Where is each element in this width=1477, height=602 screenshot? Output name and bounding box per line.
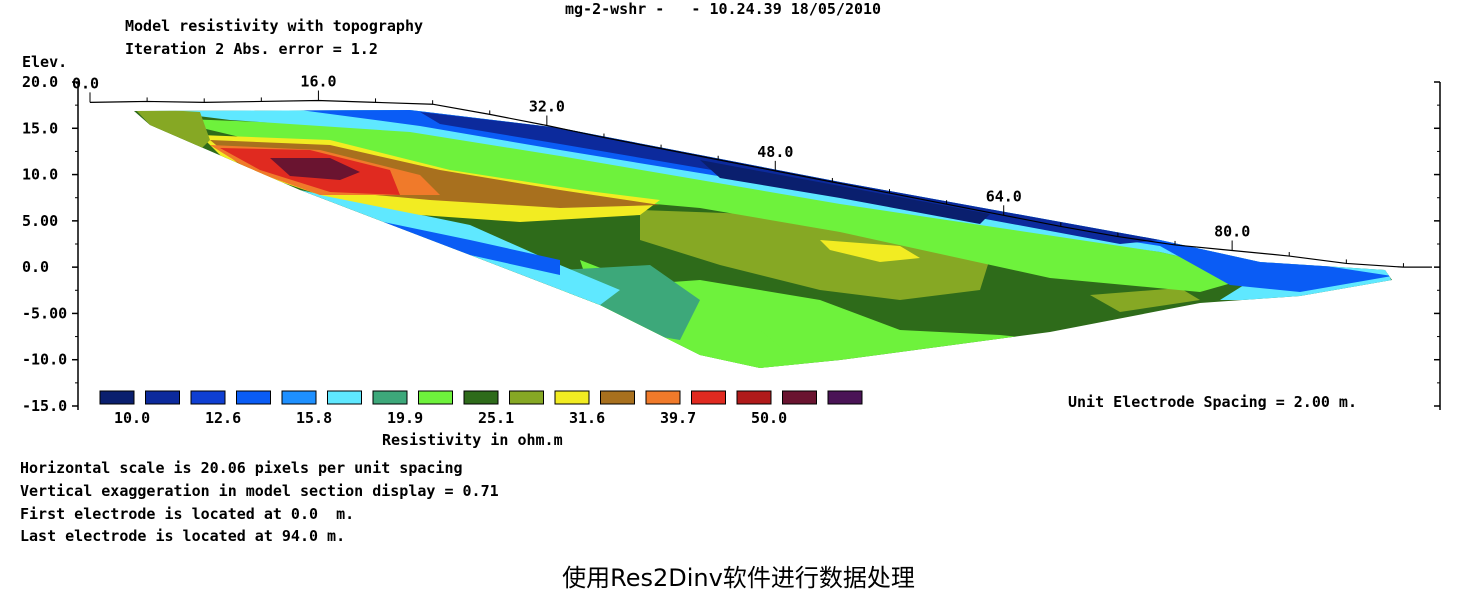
legend-label: 10.0 <box>114 409 150 427</box>
y-tick-label: -10.0 <box>22 351 67 369</box>
unit-electrode-spacing: Unit Electrode Spacing = 2.00 m. <box>1068 393 1357 411</box>
y-tick-label: -15.0 <box>22 397 67 415</box>
legend-swatch <box>236 390 271 405</box>
footer-line-horizontal-scale: Horizontal scale is 20.06 pixels per uni… <box>20 459 463 477</box>
band-olive-right <box>1090 288 1200 312</box>
y-tick-marks <box>72 81 78 407</box>
file-stamp: mg-2-wshr - - 10.24.39 18/05/2010 <box>565 0 882 18</box>
x-tick-label: 16.0 <box>300 73 336 91</box>
y-tick-label: 5.00 <box>22 212 58 230</box>
x-tick-marks <box>89 90 1404 268</box>
legend-swatch <box>418 390 453 405</box>
x-tick-label: 48.0 <box>757 143 793 161</box>
legend-label: 12.6 <box>205 409 241 427</box>
band-yellow-lens <box>820 240 920 262</box>
footer-line-vertical-exaggeration: Vertical exaggeration in model section d… <box>20 482 499 500</box>
legend-swatch <box>782 390 817 405</box>
legend-label: 15.8 <box>296 409 332 427</box>
legend-swatch <box>99 390 135 405</box>
footer-line-first-electrode: First electrode is located at 0.0 m. <box>20 505 355 523</box>
x-tick-label: 0.0 <box>72 74 99 92</box>
y-tick-label: 10.0 <box>22 166 58 184</box>
legend-swatch <box>645 390 681 405</box>
legend-swatch <box>691 390 726 405</box>
y-tick-label: 0.0 <box>22 258 49 276</box>
band-darkest-blue <box>700 160 990 224</box>
legend-label: 19.9 <box>387 409 423 427</box>
y-tick-label: -5.00 <box>22 304 67 322</box>
y-tick-label: 20.0 <box>22 73 58 91</box>
legend-swatch <box>827 390 863 405</box>
right-tick-marks <box>1434 81 1440 407</box>
legend-labels: 10.0 12.6 15.8 19.9 25.1 31.6 39.7 50.0 <box>114 409 787 427</box>
x-tick-label: 80.0 <box>1214 222 1250 240</box>
y-axis-label: Elev. <box>22 53 68 71</box>
band-light-green-upper <box>160 118 1260 292</box>
legend-swatch <box>736 390 772 405</box>
band-left-fringe <box>134 110 210 150</box>
legend-swatch <box>600 390 635 405</box>
legend-swatch <box>463 390 499 405</box>
legend-swatch <box>145 390 180 405</box>
figure-caption: 使用Res2Dinv软件进行数据处理 <box>562 564 915 592</box>
band-dark-red-core <box>270 158 360 180</box>
chart-subtitle: Iteration 2 Abs. error = 1.2 <box>125 40 378 58</box>
y-tick-label: 15.0 <box>22 119 58 137</box>
legend-label: 39.7 <box>660 409 696 427</box>
y-tick-labels: 20.0 15.0 10.0 5.00 0.0 -5.00 -10.0 -15.0 <box>22 73 67 415</box>
chart-title: Model resistivity with topography <box>125 17 424 35</box>
legend-swatch <box>281 390 317 405</box>
legend-label: 50.0 <box>751 409 787 427</box>
legend-swatch <box>190 390 226 405</box>
band-olive <box>640 210 990 300</box>
x-tick-labels: 0.0 16.0 32.0 48.0 64.0 80.0 <box>72 73 1250 241</box>
x-tick-label: 64.0 <box>986 187 1022 205</box>
legend-swatch <box>372 390 408 405</box>
legend-swatch <box>509 390 544 405</box>
legend-label: 31.6 <box>569 409 605 427</box>
color-legend <box>99 390 863 405</box>
legend-title: Resistivity in ohm.m <box>382 431 563 449</box>
legend-swatch <box>327 390 362 405</box>
legend-swatch <box>554 390 590 405</box>
footer-line-last-electrode: Last electrode is located at 94.0 m. <box>20 527 346 545</box>
legend-label: 25.1 <box>478 409 514 427</box>
band-blue-surface <box>300 110 1392 292</box>
x-tick-label: 32.0 <box>529 98 565 116</box>
